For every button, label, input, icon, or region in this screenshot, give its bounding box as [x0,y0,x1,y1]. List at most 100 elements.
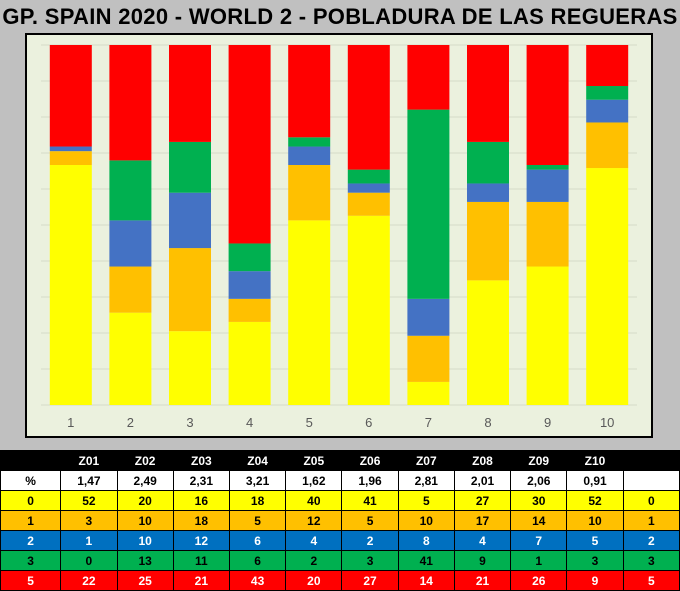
table-cell: 43 [228,570,287,591]
table-cell: 5 [566,530,624,551]
bar-segment [109,45,152,161]
x-tick-label: 9 [544,415,551,430]
bar-segment [169,248,211,332]
bar-segment [288,165,331,221]
table-cell: 7 [510,530,568,551]
column-header: Z10 [566,450,624,471]
chart-area: 1 2 3 4 5 6 7 8 9 10 [25,33,653,438]
table-cell: 3 [566,550,624,571]
bar-segment [526,201,569,267]
table-cell: 27 [453,490,512,511]
table-cell: 14 [510,510,568,531]
table-cell: 14 [397,570,455,591]
table-cell: 1 [0,510,62,531]
bar-segment [49,146,92,152]
bar-segment [49,165,92,405]
table-cell: 6 [228,550,287,571]
bar-segment [288,137,331,147]
bar-segment [526,169,569,202]
table-cell: 3 [622,550,680,571]
bar-segment [228,298,271,322]
bar-segment [169,45,211,142]
table-cell: 3,21 [228,470,287,491]
column-header: Z07 [397,450,455,471]
bar-segment [586,99,629,123]
bar-segment [467,280,509,405]
x-tick-label: 7 [425,415,432,430]
table-row: 1 3 10 18 5 12 5 10 17 14 10 1 [0,510,680,531]
table-cell: 21 [453,570,512,591]
table-cell: 4 [453,530,512,551]
column-header: Z08 [453,450,512,471]
table-cell: 2 [0,530,62,551]
column-header: Z01 [60,450,118,471]
table-row: 3 0 13 11 6 2 3 41 9 1 3 3 [0,550,680,571]
bar-segment [467,45,509,142]
table-cell: 52 [60,490,118,511]
table-cell: 20 [285,570,343,591]
table-cell: 1 [60,530,118,551]
table-cell: % [0,470,62,491]
x-tick-label: 2 [127,415,134,430]
table-cell: 1,47 [60,470,118,491]
column-header: Z02 [116,450,174,471]
bar-segment [228,271,271,299]
x-tick-label: 10 [600,415,614,430]
table-cell: 1,96 [341,470,399,491]
table-cell: 17 [453,510,512,531]
table-cell: 18 [172,510,230,531]
table-cell: 4 [285,530,343,551]
table-cell: 3 [341,550,399,571]
bar-segment [347,192,390,216]
x-tick-label: 8 [484,415,491,430]
bar-segment [109,266,152,313]
table-row: 5 22 25 21 43 20 27 14 21 26 9 5 [0,570,680,591]
bar-segment [526,165,569,170]
table-cell: 27 [341,570,399,591]
table-cell: 26 [510,570,568,591]
table-cell: 1 [510,550,568,571]
table-cell: 30 [510,490,568,511]
chart-title: GP. SPAIN 2020 - WORLD 2 - POBLADURA DE … [2,4,678,29]
table-cell: 2,01 [453,470,512,491]
table-row: % 1,47 2,49 2,31 3,21 1,62 1,96 2,81 2,01 2,06 0,9… [0,470,680,491]
table-header-row: Z01 Z02 Z03 Z04 Z05 Z06 Z07 Z08 Z09 Z10 [0,450,680,471]
table-cell: 20 [116,490,174,511]
table-cell: 0 [0,490,62,511]
table-cell: 5 [622,570,680,591]
table-cell: 2,31 [172,470,230,491]
x-tick-label: 4 [246,415,253,430]
zone-data-table: Z01 Z02 Z03 Z04 Z05 Z06 Z07 Z08 Z09 Z10 % 1,47 2,49… [0,450,680,591]
bar-segment [169,331,211,405]
column-header [622,450,680,471]
table-cell: 11 [172,550,230,571]
bar-segment [49,151,92,165]
table-cell: 10 [116,530,174,551]
table-cell: 2 [285,550,343,571]
bar-segment [109,312,152,405]
table-cell: 10 [116,510,174,531]
table-cell: 1,62 [285,470,343,491]
table-cell: 2,49 [116,470,174,491]
table-cell: 5 [228,510,287,531]
column-header: Z05 [285,450,343,471]
bar-segment [347,183,390,193]
column-header: Z03 [172,450,230,471]
table-cell: 1 [622,510,680,531]
bar-segment [526,266,569,405]
table-cell: 22 [60,570,118,591]
bar-segment [347,169,390,184]
table-cell: 40 [285,490,343,511]
table-cell: 12 [285,510,343,531]
bar-segment [586,122,629,169]
table-row: 2 1 10 12 6 4 2 8 4 7 5 2 [0,530,680,551]
x-tick-label: 6 [365,415,372,430]
bar-segment [109,220,152,267]
table-cell: 12 [172,530,230,551]
bar-segment [407,335,450,382]
table-cell: 5 [0,570,62,591]
table-cell: 5 [397,490,455,511]
bar-segment [586,45,629,87]
table-cell: 13 [116,550,174,571]
table-cell: 21 [172,570,230,591]
